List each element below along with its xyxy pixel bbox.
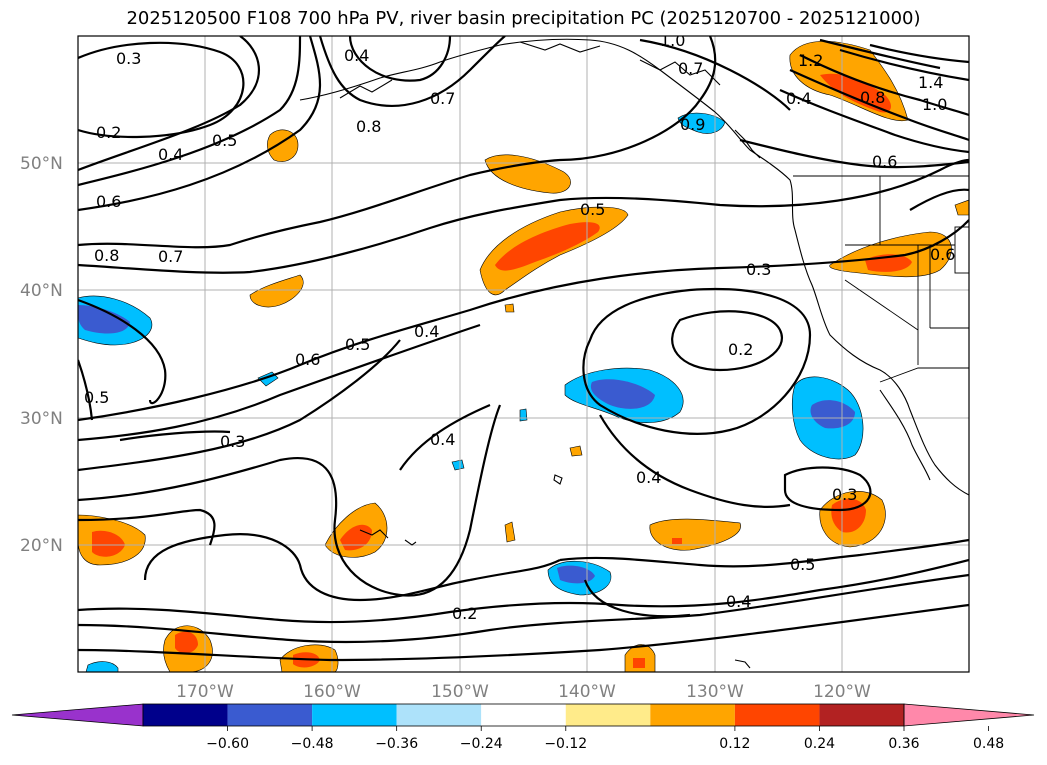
coastlines: [299, 38, 969, 669]
colorbar-tick-label: −0.48: [291, 736, 334, 752]
colorbar-segment: [227, 704, 313, 726]
map-frame: [77, 35, 970, 673]
map-background: [78, 36, 969, 672]
lon-label-120w: 120°W: [813, 682, 871, 702]
colorbar-tick-label: 0.24: [804, 736, 835, 752]
precip-strong-negative-regions: [78, 305, 855, 584]
contour-label: 0.5: [84, 388, 109, 407]
contour-label: 0.6: [295, 350, 320, 369]
contour-label: 0.5: [345, 335, 370, 354]
contour-label: 0.4: [344, 46, 369, 65]
lon-label-140w: 140°W: [558, 682, 616, 702]
colorbar-outline: [142, 703, 905, 727]
colorbar-tick-label: −0.24: [460, 736, 503, 752]
contour-label: 1.2: [798, 51, 823, 70]
contour-label: 0.4: [786, 89, 811, 108]
colorbar-tick-label: 0.48: [973, 736, 1004, 752]
colorbar-tick-label: −0.60: [206, 736, 249, 752]
contour-label: 0.8: [94, 246, 119, 265]
contour-label: 0.6: [96, 192, 121, 211]
political-borders: [793, 175, 969, 383]
contour-label: 0.2: [96, 123, 121, 142]
contour-label: 0.4: [726, 592, 751, 611]
contour-label: 0.7: [158, 247, 183, 266]
lat-label-30n: 30°N: [20, 409, 63, 429]
contour-label: 0.8: [860, 88, 885, 107]
lon-label-170w: 170°W: [176, 682, 234, 702]
colorbar-segment: [312, 704, 397, 726]
contour-label: 0.8: [356, 117, 381, 136]
colorbar-segment: [565, 704, 651, 726]
contour-label: 0.3: [116, 49, 141, 68]
colorbar: −0.60 −0.48 −0.36 −0.24 −0.12 0.12 0.24 0.36 0.4…: [11, 703, 1035, 752]
map-title: 2025120500 F108 700 hPa PV, river basin …: [126, 8, 921, 29]
colorbar-segment: [819, 704, 904, 726]
colorbar-segment: [396, 704, 482, 726]
lat-label-20n: 20°N: [20, 536, 63, 556]
longitude-labels: 170°W 160°W 150°W 140°W 130°W 120°W: [176, 682, 871, 702]
lon-label-130w: 130°W: [686, 682, 744, 702]
latitude-labels: 50°N 40°N 30°N 20°N: [20, 154, 63, 556]
contour-label: 0.4: [430, 430, 455, 449]
contour-label: 0.2: [452, 604, 477, 623]
contour-label: 1.4: [918, 73, 943, 92]
lat-label-50n: 50°N: [20, 154, 63, 174]
contour-label: 0.4: [158, 145, 183, 164]
contour-label: 0.5: [212, 131, 237, 150]
contour-label: 0.3: [832, 485, 857, 504]
contour-label: 0.5: [580, 200, 605, 219]
contour-label: 0.5: [790, 555, 815, 574]
contour-label: 0.7: [430, 89, 455, 108]
contour-label: 0.6: [930, 245, 955, 264]
colorbar-extension-low: [11, 703, 144, 727]
contour-label: 0.3: [220, 432, 245, 451]
precip-strong-regions: [92, 73, 912, 668]
colorbar-segment: [143, 704, 228, 726]
lon-label-160w: 160°W: [303, 682, 361, 702]
contour-label: 0.9: [680, 115, 705, 134]
contour-label: 0.4: [636, 468, 661, 487]
colorbar-tick-label: 0.12: [719, 736, 750, 752]
lat-label-40n: 40°N: [20, 281, 63, 301]
lon-label-150w: 150°W: [431, 682, 489, 702]
contour-label: 0.7: [678, 59, 703, 78]
colorbar-segment: [734, 704, 820, 726]
map-area: 0.3 0.2 0.4 0.5 0.8 0.7 1.0 0.7 0.6 0.8 …: [78, 31, 969, 672]
colorbar-tick-label: −0.36: [375, 736, 418, 752]
pv-contours: [78, 36, 969, 662]
contour-label: 0.3: [746, 260, 771, 279]
colorbar-extension-high: [903, 703, 1035, 727]
colorbar-segment: [650, 704, 735, 726]
contour-label: 1.0: [922, 95, 947, 114]
contour-label: 0.6: [872, 152, 897, 171]
contour-labels: 0.3 0.2 0.4 0.5 0.8 0.7 1.0 0.7 0.6 0.8 …: [84, 31, 955, 623]
contour-label: 1.0: [660, 31, 685, 50]
colorbar-tick-label: −0.12: [544, 736, 587, 752]
colorbar-tick-label: 0.36: [888, 736, 919, 752]
gridlines: [78, 36, 969, 672]
colorbar-segment: [481, 704, 566, 726]
contour-label: 0.2: [728, 340, 753, 359]
contour-label: 0.4: [414, 322, 439, 341]
